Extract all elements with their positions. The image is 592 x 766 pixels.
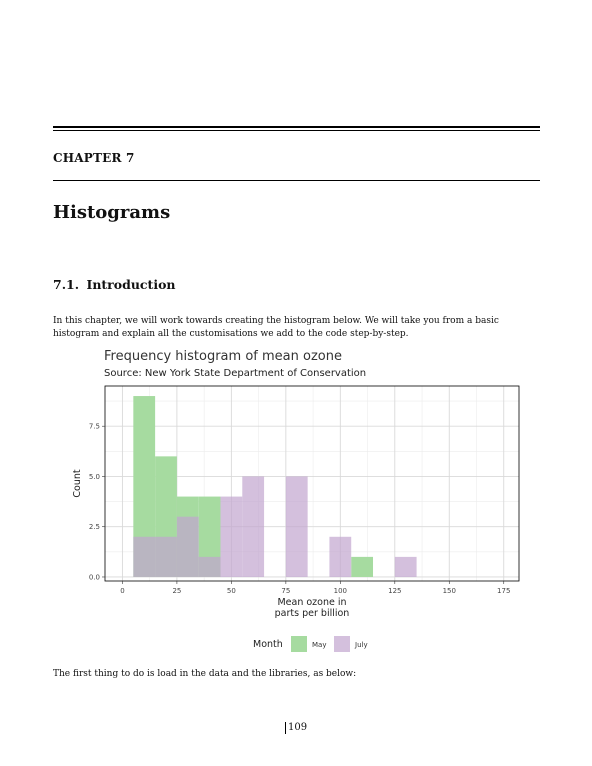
legend-key-may: [291, 636, 307, 652]
histogram-bar-july: [242, 476, 265, 577]
x-axis-label: parts per billion: [275, 608, 350, 619]
chapter-title: Histograms: [53, 202, 171, 223]
chapter-label: CHAPTER 7: [53, 151, 135, 165]
top-double-rule-2: [53, 129, 540, 131]
histogram-bar-july: [329, 536, 352, 577]
figure-subtitle: Source: New York State Department of Con…: [104, 368, 367, 379]
legend-key-july: [334, 636, 350, 652]
histogram-bar-july: [155, 536, 177, 577]
histogram-bar-july: [133, 536, 156, 577]
x-tick-label: 75: [281, 587, 290, 595]
x-tick-label: 0: [120, 587, 124, 595]
legend-label-july: July: [354, 641, 368, 649]
histogram-bar-july: [394, 556, 417, 577]
histogram-bar-may: [133, 396, 156, 577]
histogram-bar-may: [351, 556, 374, 577]
chapter-bottom-rule: [53, 180, 540, 181]
plot-panel-border: [104, 385, 520, 582]
x-tick-label: 175: [497, 587, 510, 595]
section-title: Introduction: [86, 277, 176, 292]
figure-title: Frequency histogram of mean ozone: [104, 349, 342, 364]
histogram-bar-july: [220, 496, 243, 577]
x-axis-label: Mean ozone in: [277, 597, 346, 608]
x-tick-label: 125: [388, 587, 401, 595]
y-tick-label: 7.5: [89, 423, 100, 431]
histogram-bar-july: [198, 556, 221, 577]
legend-label-may: May: [312, 641, 326, 649]
ozone-histogram: 0 25 50 75 100 125 150 175 0.0 2.5 5.0 7.5 Mean ozon…: [72, 385, 520, 652]
x-tick-label: 150: [443, 587, 456, 595]
section-number: 7.1.: [53, 277, 80, 292]
top-double-rule-1: [53, 126, 540, 128]
section-heading: 7.1. Introduction: [53, 277, 176, 292]
histogram-bar-july: [285, 476, 308, 577]
histogram-bar-july: [176, 516, 199, 577]
y-axis-label: Count: [72, 469, 83, 497]
after-figure-paragraph: The first thing to do is load in the dat…: [53, 669, 357, 679]
page-number: 109: [285, 722, 307, 734]
x-tick-label: 25: [172, 587, 181, 595]
x-tick-label: 50: [227, 587, 236, 595]
legend-title: Month: [253, 639, 283, 650]
x-tick-label: 100: [334, 587, 347, 595]
y-tick-label: 2.5: [89, 523, 100, 531]
y-tick-label: 0.0: [89, 573, 100, 581]
y-tick-label: 5.0: [89, 473, 100, 481]
intro-paragraph: In this chapter, we will work towards cr…: [53, 316, 499, 339]
